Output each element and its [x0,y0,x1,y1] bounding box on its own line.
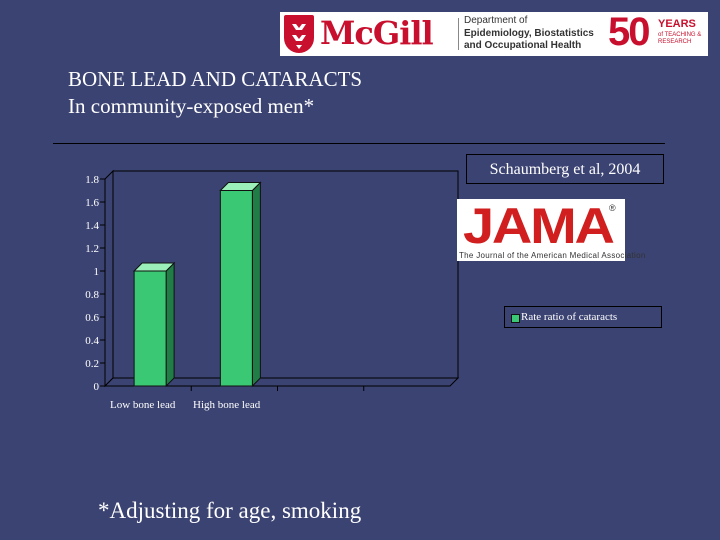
title-divider [53,143,665,144]
y-tick-label: 1.6 [85,197,99,209]
department-line-2: Epidemiology, Biostatistics [464,27,594,39]
legend-label: Rate ratio of cataracts [521,311,618,323]
mcgill-wordmark: McGill [320,14,434,52]
slide-title: BONE LEAD AND CATARACTS In community-exp… [68,66,362,120]
jama-registered-mark: ® [609,203,616,213]
legend-swatch [511,314,520,323]
anniversary-number: 50 [608,10,650,54]
citation-box: Schaumberg et al, 2004 [466,154,664,184]
footnote: *Adjusting for age, smoking [98,498,362,523]
department-name: Department of Epidemiology, Biostatistic… [464,15,594,53]
department-line-3: and Occupational Health [464,40,582,51]
y-tick-label: 0.6 [85,312,99,324]
y-tick-label: 0 [94,381,100,393]
y-tick-label: 1.8 [85,174,99,186]
jama-wordmark: JAMA [463,198,615,254]
jama-logo: JAMA ® The Journal of the American Medic… [457,198,645,261]
y-tick-label: 0.8 [85,289,99,301]
anniversary-badge: 50 YEARS of TEACHING & RESEARCH [608,10,706,54]
x-category-label: High bone lead [193,399,261,411]
anniversary-sub: of TEACHING & RESEARCH [658,32,702,45]
bar-side [251,181,261,388]
chart-legend: Rate ratio of cataracts [504,306,662,328]
y-tick-label: 0.2 [85,358,99,370]
bar [219,190,253,387]
slide-title-line-2: In community-exposed men* [68,94,315,118]
chart-floor [103,377,460,387]
y-tick-label: 1.2 [85,243,99,255]
department-line-1: Department of [464,15,528,26]
x-category-label: Low bone lead [110,399,176,411]
banner-divider [458,18,459,50]
bar [133,270,167,387]
chart-side-wall [104,169,114,388]
mcgill-crest-icon [284,15,314,53]
slide-title-line-1: BONE LEAD AND CATARACTS [68,67,363,91]
anniversary-word: YEARS [658,18,696,30]
jama-subtitle: The Journal of the American Medical Asso… [459,251,646,260]
y-tick-label: 1 [94,266,100,278]
bar-side [165,261,175,388]
y-tick-label: 0.4 [85,335,99,347]
y-tick-label: 1.4 [85,220,99,232]
mcgill-banner: McGill Department of Epidemiology, Biost… [280,10,708,56]
